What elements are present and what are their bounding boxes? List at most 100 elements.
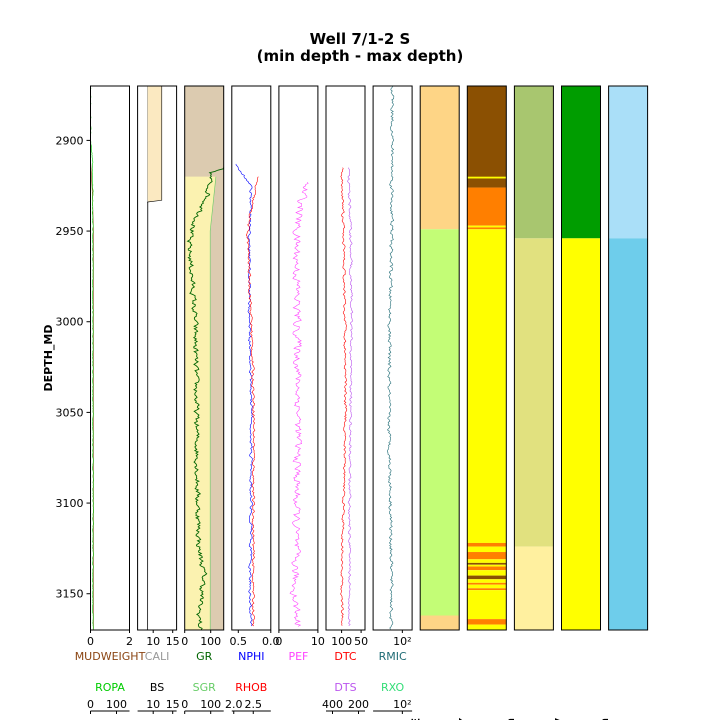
category-band	[420, 615, 460, 630]
track-frame-formation_num	[513, 85, 554, 631]
category-band	[467, 575, 507, 580]
y-tick-label: 3000	[56, 316, 84, 329]
chart-subtitle: (min depth - max depth)	[257, 47, 464, 65]
track-label-group_num: GROUP_num	[598, 718, 611, 720]
scale-tick-label: 0	[181, 635, 188, 648]
scale-tick-label: 0	[275, 635, 282, 648]
curve-legend-sgr: SGR	[193, 681, 217, 694]
scale-tick-label: 15	[166, 635, 180, 648]
category-band	[467, 559, 507, 563]
track-frame-formation_num_copy	[561, 85, 601, 631]
curve-legend-dts: DTS	[334, 681, 356, 694]
category-band	[420, 86, 460, 230]
category-band	[467, 562, 507, 565]
category-band	[467, 225, 507, 228]
y-tick-label: 3100	[56, 497, 84, 510]
scale-tick-label: 100	[200, 635, 221, 648]
category-band	[467, 564, 507, 567]
category-band	[467, 229, 507, 543]
curve-legend-pef: PEF	[288, 650, 308, 663]
scale-tick-label: 10	[146, 698, 160, 711]
category-band	[467, 86, 507, 188]
gr-sand-fill	[184, 176, 216, 630]
scale-tick-label: 10	[146, 635, 160, 648]
category-band	[467, 588, 507, 591]
curve-legend-rmic: RMIC	[379, 650, 407, 663]
category-band	[467, 542, 507, 547]
y-tick-label: 2900	[56, 134, 84, 147]
curve-nphi	[235, 163, 254, 627]
curve-rmic	[386, 85, 395, 630]
curve-sgr	[209, 176, 217, 630]
category-band	[467, 570, 507, 576]
scale-tick-label: 2.0	[225, 698, 243, 711]
category-band	[467, 582, 507, 585]
category-band	[561, 86, 601, 239]
scale-tick-label: 50	[354, 635, 368, 648]
category-band	[561, 238, 601, 630]
scale-tick-label: 0.0	[262, 635, 280, 648]
category-band	[467, 546, 507, 553]
category-band	[608, 86, 648, 239]
scale-tick-label: 10²	[393, 635, 411, 648]
scale-tick-label: 400	[322, 698, 343, 711]
y-tick-label: 2950	[56, 225, 84, 238]
scale-tick-label: 200	[348, 698, 369, 711]
curve-legend-gr: GR	[196, 650, 213, 663]
scale-tick-label: 15	[166, 698, 180, 711]
category-band	[467, 624, 507, 630]
curve-rhob	[245, 176, 259, 627]
track-background-dtc	[326, 86, 365, 630]
scale-tick-label: 0	[87, 635, 94, 648]
category-band	[467, 590, 507, 620]
scale-tick-label: 0	[181, 698, 188, 711]
curve-legend-cali: CALI	[145, 650, 170, 663]
curve-ropa	[90, 85, 94, 630]
category-band	[608, 238, 648, 630]
category-band	[514, 238, 554, 547]
curve-gr	[186, 167, 225, 630]
y-tick-label: 3050	[56, 406, 84, 419]
scale-tick-label: 100	[106, 698, 127, 711]
scale-tick-label: 2	[126, 635, 133, 648]
chart-title: Well 7/1-2 S	[310, 30, 411, 48]
scale-tick-label: 10²	[393, 698, 411, 711]
category-band	[514, 546, 554, 630]
curve-pef	[289, 181, 309, 627]
category-band	[467, 579, 507, 583]
curve-mudweight	[90, 86, 94, 630]
category-band	[420, 229, 460, 616]
y-axis-label: DEPTH_MD	[42, 325, 55, 392]
curve-bs	[147, 86, 163, 630]
scale-tick-label: 100	[200, 698, 221, 711]
track-frame-group_num	[608, 85, 649, 631]
category-band	[467, 187, 507, 226]
scale-tick-label: 0	[87, 698, 94, 711]
curve-legend-rhob: RHOB	[235, 681, 267, 694]
track-label-facies_confidence: S_CONFIDENCE	[410, 718, 423, 720]
category-band	[467, 619, 507, 625]
track-background-rmic	[373, 86, 413, 630]
scale-tick-label: 2.5	[245, 698, 263, 711]
curve-legend-bs: BS	[150, 681, 164, 694]
cali-bs-fill	[147, 86, 162, 203]
category-band	[467, 552, 507, 560]
scale-tick-label: 10	[311, 635, 325, 648]
scale-tick-label: 0.5	[230, 635, 248, 648]
scale-tick-label: 100	[331, 635, 352, 648]
track-label-formation_num_copy: TION_num_copy	[551, 718, 564, 720]
curve-legend-nphi: NPHI	[238, 650, 264, 663]
track-frame-facies_lithology	[466, 85, 507, 631]
category-band	[514, 86, 554, 239]
curve-legend-dtc: DTC	[334, 650, 357, 663]
category-band	[467, 566, 507, 571]
track-label-formation_num: RMATION_num	[504, 718, 517, 720]
curve-legend-mudweight: MUDWEIGHT	[75, 650, 146, 663]
curve-dts	[347, 167, 354, 627]
track-frame-facies_confidence	[419, 85, 460, 631]
category-band	[467, 584, 507, 589]
category-band	[467, 176, 507, 179]
track-label-facies_lithology: ES_LITHOLOGY	[457, 717, 470, 720]
